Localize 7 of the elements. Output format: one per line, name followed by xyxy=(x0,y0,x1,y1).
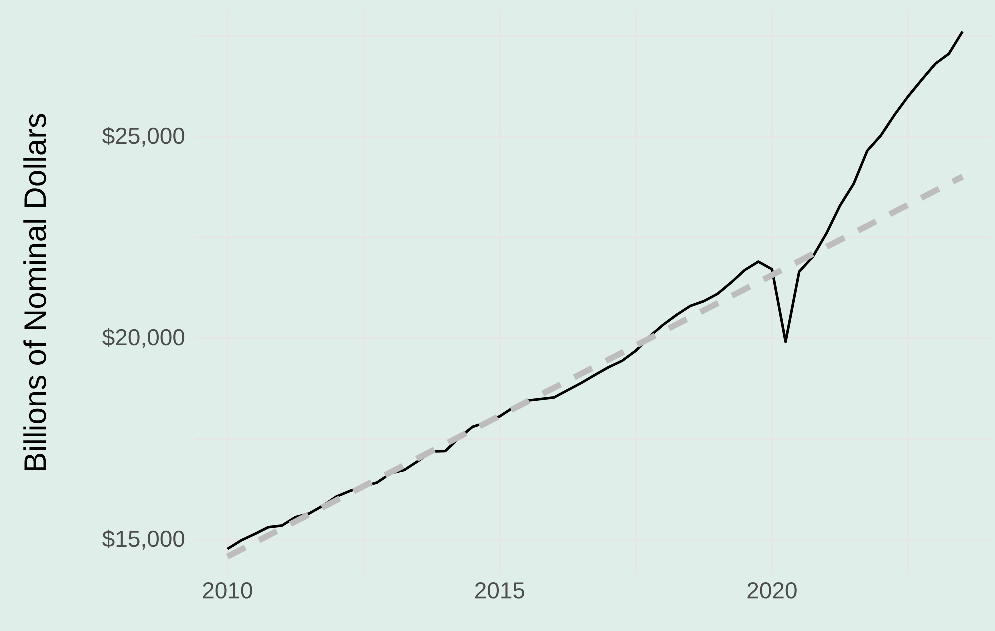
y-tick-label: $20,000 xyxy=(102,328,185,348)
x-tick-label: 2015 xyxy=(476,582,525,599)
y-tick-label: $25,000 xyxy=(102,126,185,147)
y-tick-label: $15,000 xyxy=(102,530,185,550)
y-axis-title: Billions of Nominal Dollars xyxy=(24,114,46,470)
x-tick-label: 2010 xyxy=(203,582,252,599)
x-tick-label: 2020 xyxy=(748,582,797,599)
